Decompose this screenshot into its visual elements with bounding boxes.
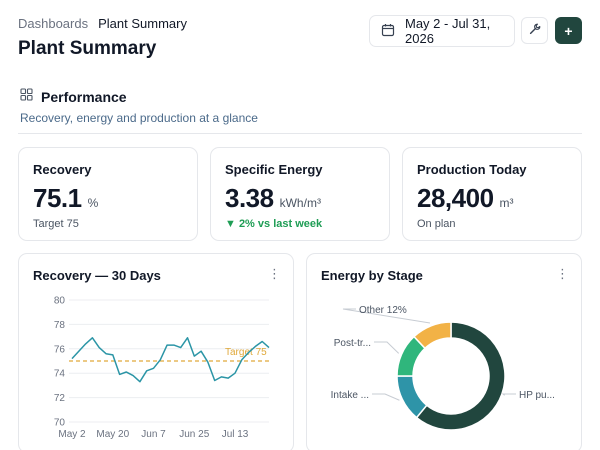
divider bbox=[18, 133, 582, 134]
breadcrumb-dashboards[interactable]: Dashboards bbox=[18, 16, 89, 31]
x-tick-label: May 20 bbox=[96, 429, 129, 440]
wrench-icon bbox=[529, 22, 541, 40]
add-button[interactable]: + bbox=[555, 17, 582, 44]
kpi-label: Production Today bbox=[417, 162, 527, 177]
kpi-value: 75.1 bbox=[33, 183, 82, 213]
kpi-value: 3.38 bbox=[225, 183, 274, 213]
grid-icon bbox=[20, 88, 33, 106]
kebab-icon[interactable]: ⋮ bbox=[268, 266, 281, 281]
donut-slice bbox=[412, 321, 452, 350]
kpi-trend: ▼ 2% vs last week bbox=[225, 218, 323, 230]
x-tick-label: Jun 7 bbox=[141, 429, 166, 440]
recovery-chart-card: 70 72 74 76 78 80 May 2 May 20 Jun 7 Jun 25 Jul 13… bbox=[18, 253, 294, 450]
y-tick-label: 76 bbox=[54, 344, 66, 355]
slice-leader-line bbox=[372, 393, 400, 401]
donut-slice bbox=[415, 321, 506, 431]
y-tick-label: 70 bbox=[54, 418, 66, 429]
kpi-card-recovery: Recovery 75.1 % Target 75 bbox=[18, 147, 198, 241]
x-tick-label: Jun 25 bbox=[179, 429, 209, 440]
slice-label: Intake ... bbox=[331, 390, 369, 401]
kebab-icon[interactable]: ⋮ bbox=[556, 266, 569, 281]
y-tick-label: 72 bbox=[54, 393, 66, 404]
calendar-icon bbox=[381, 23, 395, 40]
x-tick-label: May 2 bbox=[58, 429, 86, 440]
kpi-card-production-today: Production Today 28,400 m³ On plan bbox=[402, 147, 582, 241]
kpi-label: Recovery bbox=[33, 162, 92, 177]
target-label: Target 75 bbox=[225, 347, 267, 358]
slice-leader-line bbox=[342, 308, 431, 324]
slice-leader-line bbox=[374, 341, 400, 354]
date-range-picker[interactable]: May 2 - Jul 31, 2026 bbox=[369, 15, 515, 47]
kpi-unit: % bbox=[87, 196, 99, 210]
date-range-label: May 2 - Jul 31, 2026 bbox=[405, 16, 491, 46]
recovery-line-chart: 70 72 74 76 78 80 May 2 May 20 Jun 7 Jun 25 Jul 13… bbox=[54, 296, 270, 440]
settings-button[interactable] bbox=[521, 17, 548, 44]
kpi-unit: m³ bbox=[499, 196, 514, 210]
kpi-footnote: Target 75 bbox=[33, 218, 79, 230]
section-subtitle: Recovery, energy and production at a gla… bbox=[20, 111, 258, 125]
recovery-series-line bbox=[71, 337, 270, 383]
slice-label: Other 12% bbox=[359, 305, 407, 316]
kpi-label: Specific Energy bbox=[225, 162, 323, 177]
chart-title: Recovery — 30 Days bbox=[33, 268, 161, 283]
kpi-unit: kWh/m³ bbox=[279, 196, 321, 210]
section-header: Performance bbox=[20, 88, 127, 106]
kpi-footnote: On plan bbox=[417, 218, 456, 230]
kpi-value: 28,400 bbox=[417, 183, 494, 213]
slice-label: Post-tr... bbox=[334, 338, 371, 349]
energy-chart-card: HP pu... Intake ... Post-tr... Other 12% En… bbox=[306, 253, 582, 450]
y-tick-label: 74 bbox=[54, 369, 66, 380]
y-tick-label: 80 bbox=[54, 296, 66, 307]
donut-slice bbox=[396, 375, 428, 419]
chart-title: Energy by Stage bbox=[321, 268, 423, 283]
breadcrumb-current: Plant Summary bbox=[98, 16, 187, 31]
slice-label: HP pu... bbox=[519, 390, 555, 401]
energy-donut-chart: HP pu... Intake ... Post-tr... Other 12% bbox=[331, 305, 555, 431]
x-tick-label: Jul 13 bbox=[222, 429, 249, 440]
kpi-card-specific-energy: Specific Energy 3.38 kWh/m³ ▼ 2% vs last… bbox=[210, 147, 390, 241]
slice-leader-line bbox=[501, 393, 516, 396]
breadcrumb: Dashboards Plant Summary bbox=[18, 16, 187, 31]
section-title: Performance bbox=[41, 89, 127, 105]
y-tick-label: 78 bbox=[54, 320, 66, 331]
page-title: Plant Summary bbox=[18, 38, 157, 59]
